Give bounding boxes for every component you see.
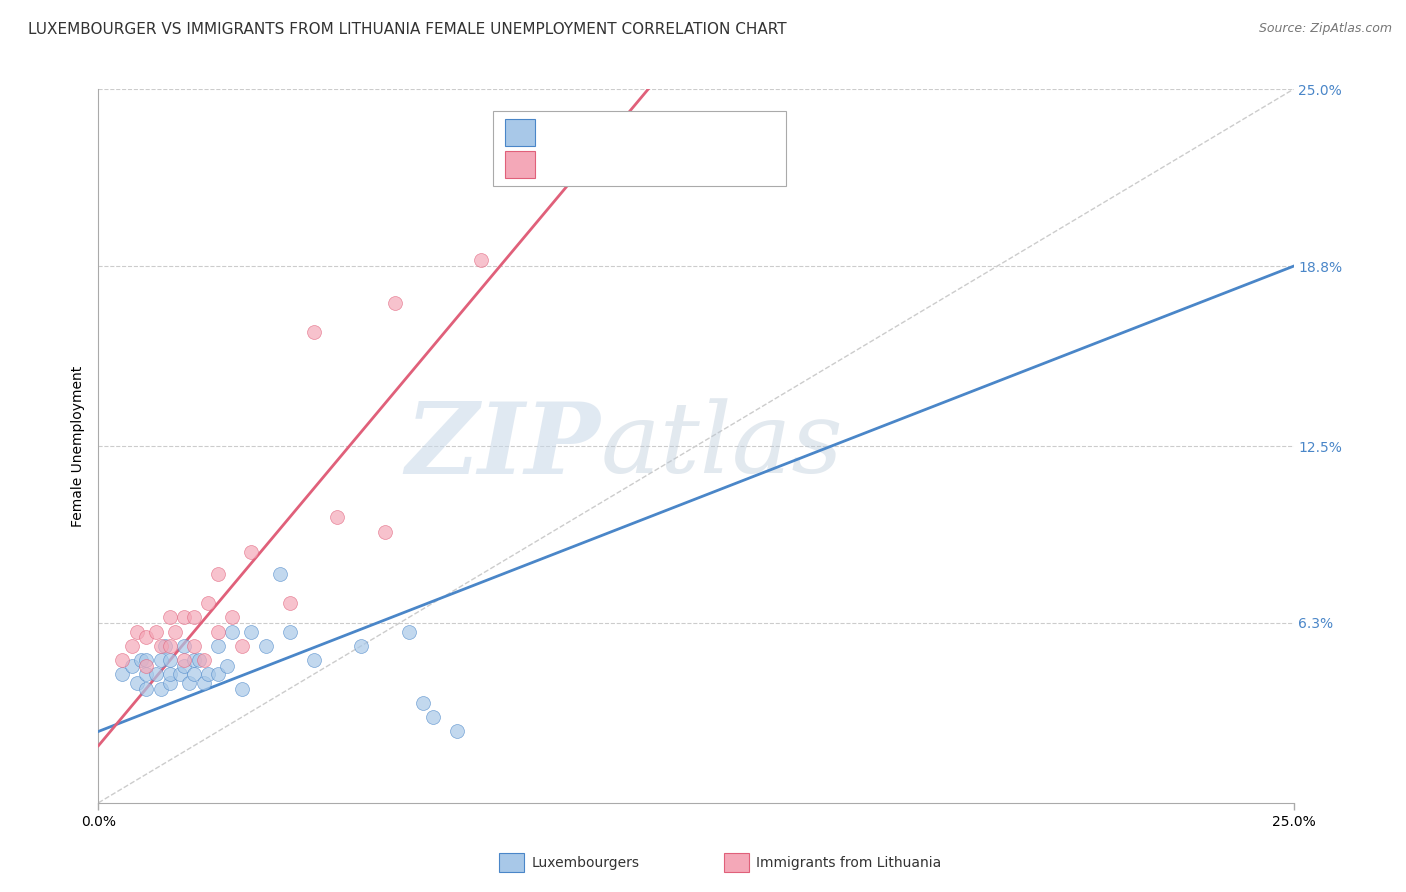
Point — [231, 639, 253, 653]
Point — [446, 724, 468, 739]
Point — [149, 681, 172, 696]
Point — [217, 658, 239, 673]
Point — [159, 639, 181, 653]
Text: Source: ZipAtlas.com: Source: ZipAtlas.com — [1258, 22, 1392, 36]
Point — [183, 667, 205, 681]
Point — [135, 681, 157, 696]
Point — [159, 653, 181, 667]
Point — [183, 610, 205, 624]
Point — [374, 524, 396, 539]
Point — [183, 653, 205, 667]
Point — [197, 667, 219, 681]
Point — [163, 624, 186, 639]
Point — [302, 325, 325, 339]
Point — [155, 639, 177, 653]
Point — [145, 667, 167, 681]
Point — [121, 639, 143, 653]
Point — [221, 624, 243, 639]
Point — [159, 676, 181, 690]
Point — [207, 567, 229, 582]
Text: R = 0.711   N = 27: R = 0.711 N = 27 — [546, 157, 689, 172]
Point — [173, 653, 195, 667]
Point — [422, 710, 444, 724]
Point — [302, 653, 325, 667]
Point — [240, 624, 263, 639]
Text: Immigrants from Lithuania: Immigrants from Lithuania — [756, 855, 942, 870]
Point — [221, 610, 243, 624]
Point — [350, 639, 373, 653]
Point — [193, 653, 215, 667]
FancyBboxPatch shape — [505, 120, 534, 146]
Point — [159, 667, 181, 681]
Point — [145, 624, 167, 639]
Point — [470, 253, 492, 268]
Point — [269, 567, 291, 582]
Point — [183, 639, 205, 653]
Point — [278, 596, 301, 610]
Point — [179, 676, 201, 690]
Point — [412, 696, 434, 710]
Point — [149, 639, 172, 653]
Point — [125, 624, 148, 639]
Point — [187, 653, 209, 667]
Point — [240, 544, 263, 558]
Text: Luxembourgers: Luxembourgers — [531, 855, 640, 870]
Point — [278, 624, 301, 639]
Point — [207, 667, 229, 681]
Point — [121, 658, 143, 673]
Point — [131, 653, 153, 667]
Point — [169, 667, 191, 681]
Point — [135, 653, 157, 667]
Point — [398, 624, 420, 639]
Point — [384, 296, 406, 310]
Point — [173, 610, 195, 624]
Text: atlas: atlas — [600, 399, 844, 493]
FancyBboxPatch shape — [494, 111, 786, 186]
Point — [135, 658, 157, 673]
Y-axis label: Female Unemployment: Female Unemployment — [70, 366, 84, 526]
Point — [207, 624, 229, 639]
Point — [111, 667, 134, 681]
Point — [125, 676, 148, 690]
Text: R = 0.613   N = 38: R = 0.613 N = 38 — [546, 125, 690, 140]
Point — [159, 610, 181, 624]
Text: LUXEMBOURGER VS IMMIGRANTS FROM LITHUANIA FEMALE UNEMPLOYMENT CORRELATION CHART: LUXEMBOURGER VS IMMIGRANTS FROM LITHUANI… — [28, 22, 787, 37]
Text: ZIP: ZIP — [405, 398, 600, 494]
Point — [149, 653, 172, 667]
FancyBboxPatch shape — [505, 152, 534, 178]
Point — [207, 639, 229, 653]
Point — [326, 510, 349, 524]
Point — [254, 639, 277, 653]
Point — [173, 658, 195, 673]
Point — [193, 676, 215, 690]
Point — [173, 639, 195, 653]
Point — [197, 596, 219, 610]
Point — [111, 653, 134, 667]
Point — [231, 681, 253, 696]
Point — [135, 630, 157, 644]
Point — [135, 667, 157, 681]
